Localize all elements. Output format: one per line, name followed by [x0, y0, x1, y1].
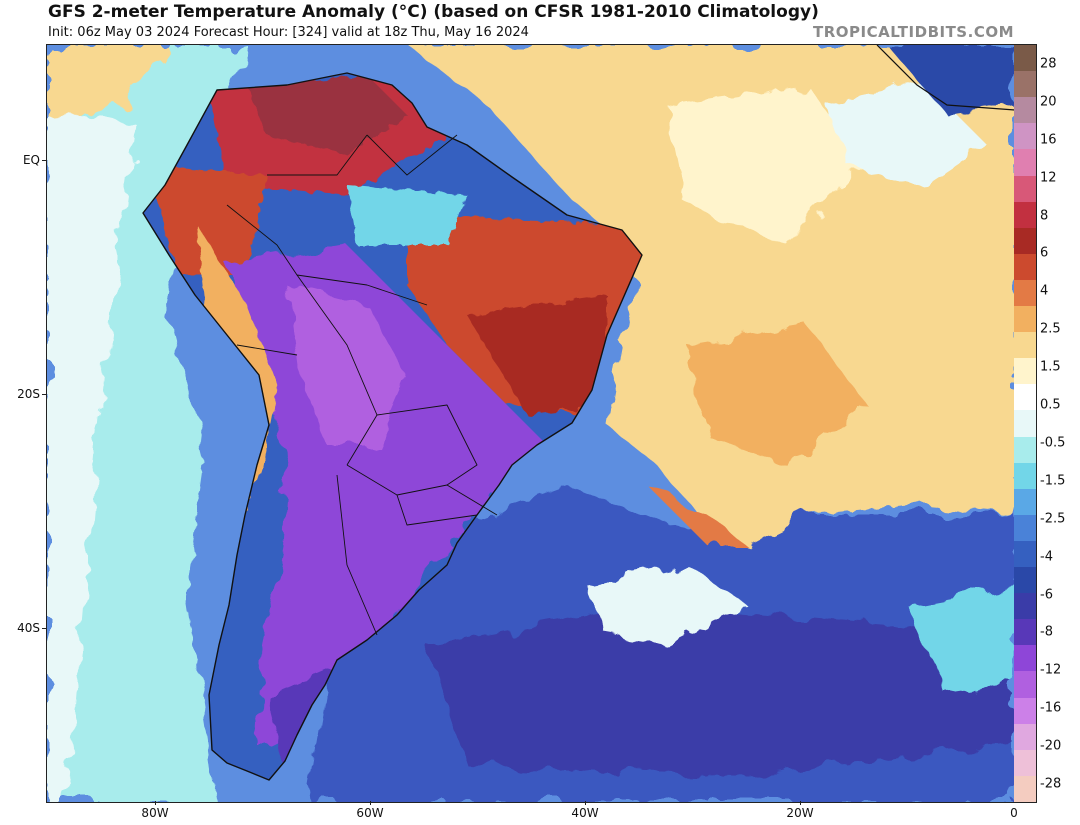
colorbar-segment: [1014, 384, 1036, 411]
colorbar-label: 16: [1040, 132, 1057, 148]
colorbar-segment: [1014, 488, 1036, 516]
colorbar-label: 0.5: [1040, 397, 1061, 413]
colorbar-label: -2.5: [1040, 511, 1066, 527]
colorbar: [1014, 44, 1037, 803]
colorbar-label: -4: [1040, 549, 1053, 565]
colorbar-label: 6: [1040, 245, 1049, 261]
lon-tick: [370, 801, 371, 805]
colorbar-label: -20: [1040, 738, 1062, 754]
colorbar-segment: [1014, 749, 1036, 777]
lon-label-20w: 20W: [786, 806, 814, 820]
colorbar-segment: [1014, 540, 1036, 568]
lon-label-0: 0: [1010, 806, 1018, 820]
lon-tick: [800, 801, 801, 805]
lat-label-eq: EQ: [22, 153, 40, 167]
colorbar-segment: [1014, 514, 1036, 542]
colorbar-segment: [1014, 175, 1036, 203]
colorbar-segment: [1014, 462, 1036, 490]
colorbar-segment: [1014, 253, 1036, 281]
colorbar-segment: [1014, 671, 1036, 699]
lat-tick: [42, 160, 46, 161]
colorbar-segment: [1014, 227, 1036, 255]
lon-label-80w: 80W: [141, 806, 169, 820]
colorbar-label: -1.5: [1040, 473, 1066, 489]
colorbar-label: 2.5: [1040, 321, 1061, 337]
lat-tick: [42, 394, 46, 395]
colorbar-label: 12: [1040, 170, 1057, 186]
colorbar-label: 1.5: [1040, 359, 1061, 375]
colorbar-segment: [1014, 332, 1036, 359]
colorbar-segment: [1014, 567, 1036, 594]
lon-label-60w: 60W: [356, 806, 384, 820]
colorbar-segment: [1014, 279, 1036, 307]
colorbar-segment: [1014, 306, 1036, 333]
colorbar-segment: [1014, 645, 1036, 672]
colorbar-segment: [1014, 723, 1036, 751]
colorbar-segment: [1014, 201, 1036, 229]
colorbar-label: 8: [1040, 208, 1049, 224]
lon-tick: [155, 801, 156, 805]
anomaly-map: [46, 44, 1016, 803]
colorbar-segment: [1014, 97, 1036, 124]
colorbar-segment: [1014, 436, 1036, 464]
colorbar-label: -16: [1040, 700, 1062, 716]
map-title: GFS 2-meter Temperature Anomaly (°C) (ba…: [48, 2, 819, 22]
colorbar-label: -0.5: [1040, 435, 1066, 451]
map-subtitle: Init: 06z May 03 2024 Forecast Hour: [32…: [48, 25, 529, 40]
colorbar-label: 4: [1040, 283, 1049, 299]
lat-tick: [42, 628, 46, 629]
colorbar-segment: [1014, 697, 1036, 725]
colorbar-label: 20: [1040, 94, 1057, 110]
site-credit: TROPICALTIDBITS.COM: [813, 23, 1014, 41]
anomaly-map-graphic: [47, 45, 1015, 802]
lat-label-20s: 20S: [17, 387, 40, 401]
colorbar-segment: [1014, 619, 1036, 646]
colorbar-segment: [1014, 593, 1036, 620]
colorbar-segment: [1014, 71, 1036, 98]
lon-label-40w: 40W: [571, 806, 599, 820]
colorbar-segment: [1014, 358, 1036, 385]
colorbar-label: -28: [1040, 776, 1062, 792]
colorbar-label: 28: [1040, 56, 1057, 72]
colorbar-label: -6: [1040, 587, 1053, 603]
lat-label-40s: 40S: [17, 621, 40, 635]
colorbar-segment: [1014, 45, 1036, 72]
colorbar-segment: [1014, 410, 1036, 438]
colorbar-label: -8: [1040, 624, 1053, 640]
colorbar-segment: [1014, 775, 1036, 803]
colorbar-segment: [1014, 149, 1036, 176]
colorbar-label: -12: [1040, 662, 1062, 678]
colorbar-segment: [1014, 123, 1036, 150]
lon-tick: [585, 801, 586, 805]
